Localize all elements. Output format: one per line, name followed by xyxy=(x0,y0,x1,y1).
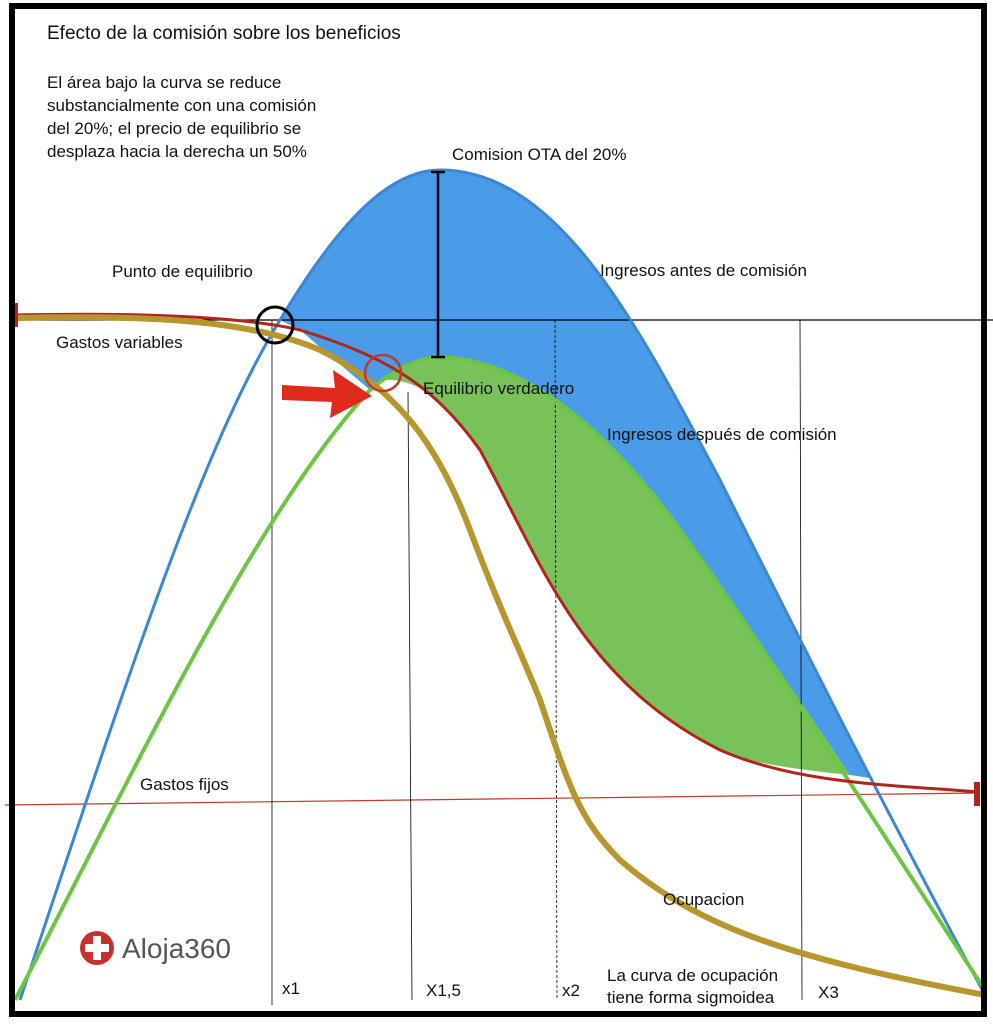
label: Ingresos antes de comisión xyxy=(600,261,807,280)
logo-text: Aloja360 xyxy=(122,933,231,964)
x3-line xyxy=(799,319,803,1001)
true-breakeven-circle xyxy=(363,353,403,393)
arrow xyxy=(282,370,372,418)
label: Punto de equilibrio xyxy=(112,262,253,281)
x-mark: x1 xyxy=(282,979,300,998)
x15-line xyxy=(407,391,413,1001)
label: Comision OTA del 20% xyxy=(452,145,626,164)
x-mark: X3 xyxy=(818,983,839,1002)
note-line: El área bajo la curva se reduce xyxy=(47,73,281,92)
x-mark: X1,5 xyxy=(426,981,461,1000)
note-line: substancialmente con una comisión xyxy=(47,96,316,115)
x2-line xyxy=(554,319,558,1001)
label: Gastos fijos xyxy=(140,775,229,794)
revenue-after-curve xyxy=(13,354,987,1001)
breakeven-circle xyxy=(255,305,295,345)
curve-cap xyxy=(974,782,980,806)
frame xyxy=(9,3,987,1017)
label: Ingresos después de comisión xyxy=(607,425,837,444)
label: Equilibrio verdadero xyxy=(423,379,574,398)
revenue-loss-area xyxy=(280,170,870,778)
note-line: del 20%; el precio de equilibrio se xyxy=(47,119,301,138)
x-mark: x2 xyxy=(562,981,580,1000)
label: Gastos variables xyxy=(56,333,183,352)
title: Efecto de la comisión sobre los benefici… xyxy=(47,23,401,44)
profit-area xyxy=(380,357,850,775)
occupancy-curve xyxy=(14,314,986,998)
revenue-before-curve xyxy=(18,168,987,1001)
label: Ocupacion xyxy=(663,890,744,909)
fixed-costs-line xyxy=(4,792,979,806)
logo-plus xyxy=(85,936,109,960)
label: La curva de ocupación xyxy=(607,966,778,985)
label: tiene forma sigmoidea xyxy=(607,988,775,1007)
variable-costs-curve xyxy=(14,312,979,794)
note-line: desplaza hacia la derecha un 50% xyxy=(47,142,307,161)
